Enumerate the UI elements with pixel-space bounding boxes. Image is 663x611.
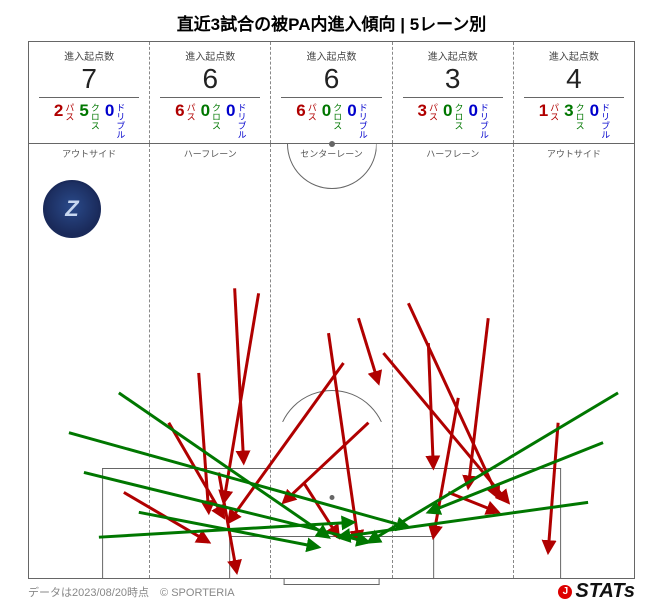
lane-dribble-count: 0 xyxy=(347,102,356,119)
lane-pass-count: 1 xyxy=(539,102,548,119)
pass-label: パス xyxy=(186,102,195,121)
lane-total: 7 xyxy=(39,63,139,98)
lane-dribble-count: 0 xyxy=(590,102,599,119)
pass-label: パス xyxy=(428,102,437,121)
lane-breakdown: 6パス0クロス0ドリブル xyxy=(273,100,389,139)
lane-header-label: 進入起点数 xyxy=(152,48,268,63)
lane-col: 進入起点数7 2パス 5クロス 0ドリブル xyxy=(29,42,150,143)
cross-label: クロス xyxy=(211,102,220,130)
cross-label: クロス xyxy=(332,102,341,130)
lane-col: 進入起点数66パス0クロス0ドリブル xyxy=(271,42,392,143)
lane-total: 3 xyxy=(403,63,503,98)
lane-dribble-count: 0 xyxy=(105,102,114,119)
footer: データは2023/08/20時点 © SPORTERIA J STATs xyxy=(28,580,635,603)
pass-label: パス xyxy=(549,102,558,121)
cross-label: クロス xyxy=(453,102,462,130)
lane-header-label: 進入起点数 xyxy=(395,48,511,63)
pass-label: パス xyxy=(64,102,73,121)
dribble-label: ドリブル xyxy=(237,102,246,139)
lane-col: 進入起点数33パス0クロス0ドリブル xyxy=(393,42,514,143)
footer-text: データは2023/08/20時点 © SPORTERIA xyxy=(28,584,235,600)
lane-breakdown: 2パス 5クロス 0ドリブル xyxy=(31,100,147,139)
cross-arrow xyxy=(139,512,319,547)
lane-dribble-count: 0 xyxy=(468,102,477,119)
lane-pass-count: 6 xyxy=(296,102,305,119)
lane-pass-count: 6 xyxy=(175,102,184,119)
dribble-label: ドリブル xyxy=(115,102,124,139)
lane-cross-count: 0 xyxy=(322,102,331,119)
pass-arrow xyxy=(428,343,433,467)
cross-arrow xyxy=(368,393,618,542)
pitch: アウトサイドハーフレーンセンターレーンハーフレーンアウトサイド Z xyxy=(28,143,635,579)
cross-label: クロス xyxy=(575,102,584,130)
lane-header-label: 進入起点数 xyxy=(516,48,632,63)
lane-pass-count: 2 xyxy=(54,102,63,119)
pass-arrow xyxy=(468,318,488,487)
pass-arrow xyxy=(284,423,369,503)
lane-breakdown: 3パス0クロス0ドリブル xyxy=(395,100,511,139)
lane-stats-row: 進入起点数72パス5クロス0ドリブル進入起点数66パス0クロス0ドリブル進入起点… xyxy=(28,41,635,143)
pass-arrow xyxy=(169,423,224,518)
lane-header-label: 進入起点数 xyxy=(273,48,389,63)
brand-logo: J STATs xyxy=(558,580,635,603)
lane-breakdown: 1パス 3クロス 0ドリブル xyxy=(516,100,632,139)
dribble-label: ドリブル xyxy=(479,102,488,139)
pass-label: パス xyxy=(307,102,316,121)
dribble-label: ドリブル xyxy=(358,102,367,139)
arrows-layer xyxy=(29,144,634,578)
lane-cross-count: 0 xyxy=(201,102,210,119)
pass-arrow xyxy=(224,293,259,502)
lane-col: 進入起点数66パス0クロス0ドリブル xyxy=(150,42,271,143)
lane-breakdown: 6パス0クロス0ドリブル xyxy=(152,100,268,139)
lane-cross-count: 0 xyxy=(443,102,452,119)
lane-header-label: 進入起点数 xyxy=(31,48,147,63)
lane-pass-count: 3 xyxy=(418,102,427,119)
dribble-label: ドリブル xyxy=(600,102,609,139)
brand-text: STATs xyxy=(575,580,635,603)
lane-total: 6 xyxy=(281,63,381,98)
lane-cross-count: 5 xyxy=(79,102,88,119)
lane-total: 4 xyxy=(524,63,624,98)
cross-label: クロス xyxy=(90,102,99,130)
brand-j-icon: J xyxy=(558,585,572,599)
lane-cross-count: 3 xyxy=(564,102,573,119)
chart-title: 直近3試合の被PA内進入傾向 | 5レーン別 xyxy=(28,10,635,35)
lane-total: 6 xyxy=(160,63,260,98)
lane-dribble-count: 0 xyxy=(226,102,235,119)
pass-arrow xyxy=(358,318,378,383)
pass-arrow xyxy=(548,423,558,552)
lane-col: 進入起点数4 1パス 3クロス 0ドリブル xyxy=(514,42,634,143)
